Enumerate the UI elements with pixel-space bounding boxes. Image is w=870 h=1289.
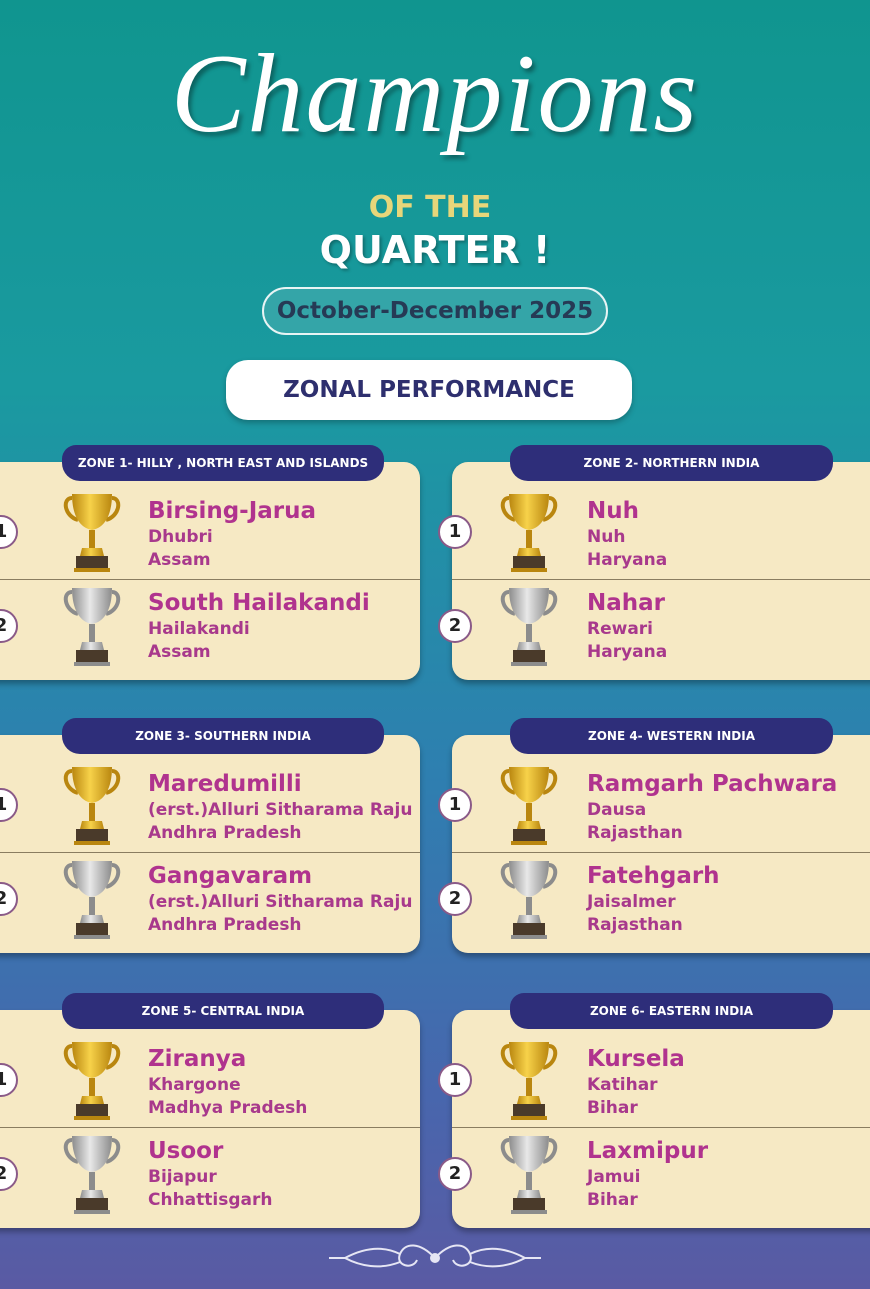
state-name: Chhattisgarh [148, 1190, 273, 1210]
zone-tab: ZONE 3- SOUTHERN INDIA [62, 718, 384, 754]
block-name: South Hailakandi [148, 590, 370, 616]
trophy-icon [500, 1042, 558, 1120]
zone-tab: ZONE 1- HILLY , NORTH EAST AND ISLANDS [62, 445, 384, 481]
section-heading: ZONAL PERFORMANCE [226, 360, 632, 420]
block-name: Laxmipur [587, 1138, 709, 1164]
block-name: Usoor [148, 1138, 224, 1164]
row-divider [452, 1127, 870, 1128]
district-name: Khargone [148, 1075, 241, 1095]
rank-badge: 2 [438, 882, 472, 916]
block-name: Ramgarh Pachwara [587, 771, 838, 797]
row-divider [0, 852, 420, 853]
zone-tab: ZONE 4- WESTERN INDIA [510, 718, 833, 754]
state-name: Andhra Pradesh [148, 915, 302, 935]
trophy-icon [500, 861, 558, 939]
state-name: Andhra Pradesh [148, 823, 302, 843]
trophy-icon [500, 1136, 558, 1214]
district-name: Hailakandi [148, 619, 250, 639]
row-divider [452, 852, 870, 853]
block-name: Birsing-Jarua [148, 498, 317, 524]
ornament [329, 1244, 541, 1268]
subtitle: QUARTER ! [319, 228, 551, 272]
subtitle: OF THE [368, 190, 492, 225]
block-name: Gangavaram [148, 863, 313, 889]
district-name: Rewari [587, 619, 654, 639]
block-name: Nuh [587, 498, 639, 524]
district-name: Bijapur [148, 1167, 217, 1187]
rank-badge: 1 [438, 515, 472, 549]
row-divider [0, 579, 420, 580]
zone-tab: ZONE 5- CENTRAL INDIA [62, 993, 384, 1029]
zone-tab: ZONE 2- NORTHERN INDIA [510, 445, 833, 481]
district-name: (erst.)Alluri Sitharama Raju [148, 892, 413, 912]
state-name: Madhya Pradesh [148, 1098, 308, 1118]
title: Champions [170, 32, 700, 156]
zone-tab: ZONE 6- EASTERN INDIA [510, 993, 833, 1029]
district-name: Nuh [587, 527, 626, 547]
rank-badge: 1 [438, 1063, 472, 1097]
block-name: Maredumilli [148, 771, 302, 797]
state-name: Bihar [587, 1190, 638, 1210]
state-name: Assam [148, 550, 211, 570]
block-name: Kursela [587, 1046, 685, 1072]
district-name: Dhubri [148, 527, 213, 547]
state-name: Bihar [587, 1098, 638, 1118]
row-divider [0, 1127, 420, 1128]
rank-badge: 2 [438, 609, 472, 643]
block-name: Nahar [587, 590, 666, 616]
trophy-icon [63, 494, 121, 572]
rank-badge: 1 [438, 788, 472, 822]
state-name: Assam [148, 642, 211, 662]
district-name: Dausa [587, 800, 647, 820]
district-name: Jaisalmer [587, 892, 676, 912]
district-name: Jamui [587, 1167, 641, 1187]
rank-badge: 2 [438, 1157, 472, 1191]
trophy-icon [63, 767, 121, 845]
block-name: Fatehgarh [587, 863, 720, 889]
trophy-icon [500, 767, 558, 845]
period-pill: October-December 2025 [262, 287, 608, 335]
district-name: Katihar [587, 1075, 658, 1095]
trophy-icon [63, 588, 121, 666]
trophy-icon [500, 494, 558, 572]
trophy-icon [63, 1042, 121, 1120]
state-name: Rajasthan [587, 915, 683, 935]
state-name: Haryana [587, 550, 668, 570]
block-name: Ziranya [148, 1046, 247, 1072]
trophy-icon [500, 588, 558, 666]
state-name: Haryana [587, 642, 668, 662]
row-divider [452, 579, 870, 580]
state-name: Rajasthan [587, 823, 683, 843]
trophy-icon [63, 861, 121, 939]
district-name: (erst.)Alluri Sitharama Raju [148, 800, 413, 820]
trophy-icon [63, 1136, 121, 1214]
